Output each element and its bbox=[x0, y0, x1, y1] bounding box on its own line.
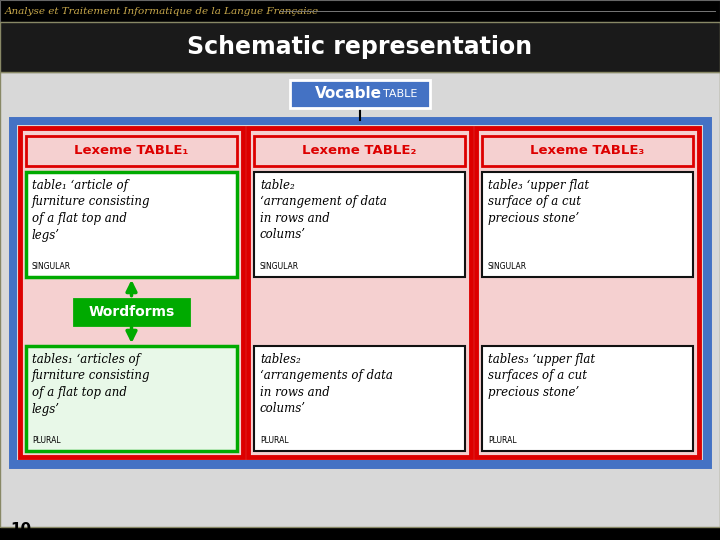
Bar bbox=[26, 172, 237, 277]
Bar bbox=[17, 125, 703, 460]
Text: SINGULAR: SINGULAR bbox=[488, 262, 527, 271]
Text: tables₁ ‘articles of
furniture consisting
of a flat top and
legs’: tables₁ ‘articles of furniture consistin… bbox=[32, 353, 150, 415]
Bar bbox=[0, 72, 720, 527]
Bar bbox=[12, 120, 708, 465]
Text: TABLE: TABLE bbox=[383, 89, 417, 99]
Bar bbox=[26, 346, 237, 451]
Text: Lexeme TABLE₂: Lexeme TABLE₂ bbox=[302, 145, 417, 158]
Text: Lexeme TABLE₁: Lexeme TABLE₁ bbox=[74, 145, 189, 158]
Bar bbox=[254, 346, 465, 451]
Bar bbox=[476, 128, 699, 457]
Text: Schematic representation: Schematic representation bbox=[187, 35, 533, 59]
Text: 10: 10 bbox=[10, 523, 31, 537]
Bar bbox=[0, 0, 720, 22]
Bar bbox=[0, 22, 720, 72]
Bar bbox=[290, 80, 430, 108]
Bar bbox=[248, 128, 471, 457]
Bar bbox=[482, 172, 693, 277]
Text: tables₂
‘arrangements of data
in rows and
colums’: tables₂ ‘arrangements of data in rows an… bbox=[260, 353, 393, 415]
Text: SINGULAR: SINGULAR bbox=[260, 262, 299, 271]
Bar bbox=[254, 172, 465, 277]
Text: tables₃ ‘upper flat
surfaces of a cut
precious stone’: tables₃ ‘upper flat surfaces of a cut pr… bbox=[488, 353, 595, 399]
Text: Lexeme TABLE₃: Lexeme TABLE₃ bbox=[531, 145, 644, 158]
Text: Analyse et Traitement Informatique de la Langue Française: Analyse et Traitement Informatique de la… bbox=[5, 6, 319, 16]
Text: SINGULAR: SINGULAR bbox=[32, 262, 71, 271]
Bar bbox=[482, 136, 693, 166]
Bar bbox=[26, 136, 237, 166]
Text: table₃ ‘upper flat
surface of a cut
precious stone’: table₃ ‘upper flat surface of a cut prec… bbox=[488, 179, 589, 225]
Bar bbox=[74, 299, 189, 325]
Bar bbox=[20, 128, 243, 457]
Text: Wordforms: Wordforms bbox=[89, 305, 175, 319]
Text: table₁ ‘article of
furniture consisting
of a flat top and
legs’: table₁ ‘article of furniture consisting … bbox=[32, 179, 150, 241]
Text: PLURAL: PLURAL bbox=[32, 436, 60, 445]
Text: Vocable: Vocable bbox=[315, 86, 382, 102]
Text: PLURAL: PLURAL bbox=[260, 436, 289, 445]
Bar bbox=[482, 346, 693, 451]
Bar bbox=[254, 136, 465, 166]
Text: table₂
‘arrangement of data
in rows and
colums’: table₂ ‘arrangement of data in rows and … bbox=[260, 179, 387, 241]
Text: PLURAL: PLURAL bbox=[488, 436, 517, 445]
